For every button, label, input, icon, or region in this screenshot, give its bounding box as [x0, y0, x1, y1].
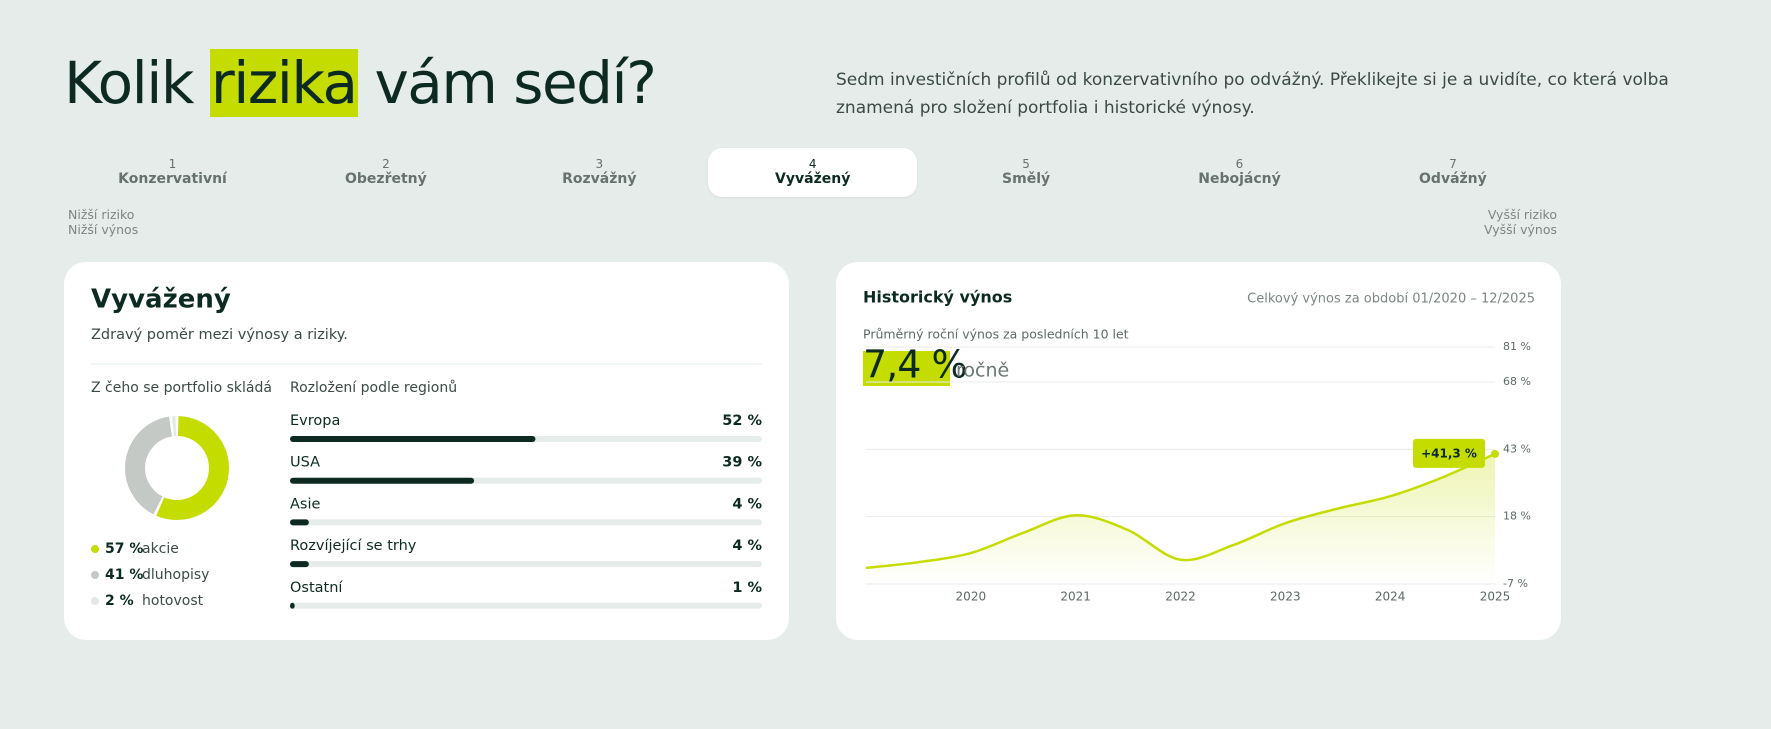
profile-tab[interactable]: 6 Nebojácný [1135, 148, 1344, 197]
y-tick-label: 81 % [1503, 340, 1531, 353]
average-unit: ročně [956, 360, 1009, 382]
scale-low: Nižší riziko Nižší výnos [68, 207, 138, 237]
bar-label: Evropa [290, 413, 340, 429]
scale-text: Nižší výnos [68, 222, 139, 237]
chart-title: Z čeho se portfolio skládá [91, 380, 272, 396]
legend-value: 2 % [105, 593, 134, 609]
bar [290, 477, 475, 484]
x-tick-label: 2024 [1375, 590, 1406, 604]
bar-label: Asie [290, 496, 321, 512]
y-tick-label: -7 % [1503, 577, 1528, 590]
card-title: Historický výnos [863, 288, 1012, 307]
profile-tab[interactable]: 2 Obezřetný [281, 148, 490, 197]
tab-name: Nebojácný [1198, 171, 1281, 187]
tab-name: Odvážný [1419, 171, 1487, 187]
profile-card [64, 262, 789, 640]
value-label: +41,3 % [1421, 446, 1477, 460]
tab-name: Rozvážný [562, 171, 637, 187]
bar-label: Rozvíjející se trhy [290, 538, 417, 554]
legend-value: 57 % [105, 541, 143, 557]
label-box [1413, 438, 1485, 468]
tab-number: 1 [168, 157, 177, 171]
tab-number: 5 [1022, 157, 1030, 171]
tab-number: 6 [1235, 157, 1244, 171]
bar-value: 39 % [722, 455, 762, 471]
average-label: Průměrný roční výnos za posledních 10 le… [863, 327, 1129, 342]
tab-number: 7 [1449, 157, 1457, 171]
x-tick-label: 2021 [1060, 590, 1091, 604]
card-subtitle: Zdravý poměr mezi výnosy a riziky. [91, 327, 348, 343]
bar-label: USA [290, 455, 320, 471]
tab-number: 2 [382, 157, 390, 171]
bar-value: 4 % [732, 496, 762, 512]
legend-label: hotovost [142, 593, 204, 609]
point [1491, 449, 1499, 458]
profile-tab[interactable]: 1 Konzervativní [68, 148, 277, 197]
legend-label: dluhopisy [142, 567, 209, 583]
bar-value: 1 % [732, 580, 762, 596]
headline-part: Kolik [64, 49, 194, 117]
legend-dot [91, 597, 99, 605]
legend-value: 41 % [105, 567, 143, 583]
x-tick-label: 2022 [1165, 590, 1196, 604]
donut-segment [125, 416, 173, 515]
bar-track [290, 561, 762, 568]
bar [290, 436, 536, 442]
profile-tab[interactable]: 5 Smělý [922, 148, 1131, 197]
bar-value: 52 % [722, 413, 762, 429]
x-tick-label: 2020 [956, 590, 987, 604]
scale-text: Vyšší riziko [1487, 207, 1557, 222]
headline-highlight: rizika [209, 49, 358, 117]
profile-tab[interactable]: 7 Odvážný [1348, 148, 1557, 197]
legend-dot [91, 571, 99, 579]
y-tick-label: 43 % [1503, 442, 1531, 455]
area [866, 453, 1495, 584]
card-title: Vyvážený [91, 285, 231, 315]
bar-track [290, 519, 762, 526]
highlight [863, 351, 950, 386]
tab-number: 4 [808, 157, 817, 171]
tab-name: Obezřetný [345, 171, 427, 187]
x-tick-label: 2025 [1480, 590, 1511, 604]
tab-name: Konzervativní [118, 171, 227, 187]
bar-value: 4 % [732, 538, 762, 554]
profile-tab[interactable]: 4 Vyvážený [708, 148, 918, 197]
bar-label: Ostatní [290, 580, 343, 596]
tab-name: Vyvážený [775, 171, 851, 187]
scale-text: Nižší riziko [68, 207, 135, 222]
bar [290, 519, 309, 526]
scale-high: Vyšší riziko Vyšší výnos [1484, 207, 1557, 237]
bar [290, 561, 309, 568]
period: Celkový výnos za období 01/2020 – 12/202… [1247, 292, 1535, 307]
tab-number: 3 [595, 157, 604, 171]
legend-label: akcie [142, 541, 179, 557]
chart-title: Rozložení podle regionů [290, 380, 457, 396]
donut-segment [156, 416, 229, 520]
scale-text: Vyšší výnos [1484, 222, 1557, 237]
bar-track [290, 602, 762, 609]
profile-tab[interactable]: 3 Rozvážný [495, 148, 704, 197]
x-tick-label: 2023 [1270, 590, 1301, 604]
description: Sedm investičních profilů od konzervativ… [836, 70, 1669, 118]
average-value: 7,4 % [863, 343, 967, 387]
headline: Kolik rizika vám sedí? [64, 44, 657, 122]
bar [290, 602, 295, 609]
y-tick-label: 68 % [1503, 375, 1531, 388]
y-tick-label: 18 % [1503, 510, 1531, 523]
tab-name: Smělý [1002, 171, 1051, 187]
legend-dot [91, 545, 99, 553]
headline-part: vám sedí? [374, 49, 656, 117]
line [865, 452, 1496, 570]
